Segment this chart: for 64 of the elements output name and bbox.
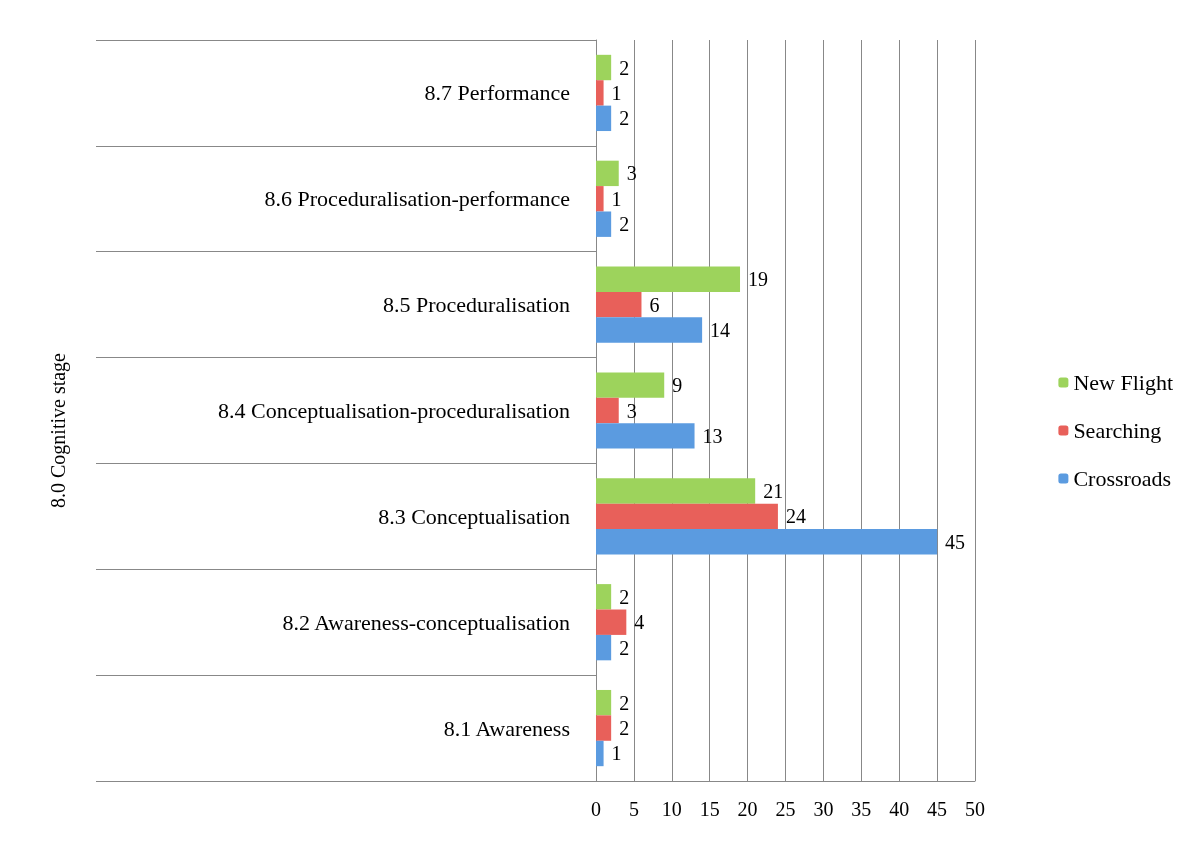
y-tick-label: 8.4 Conceptualisation-proceduralisation	[218, 398, 570, 423]
bar	[596, 372, 665, 398]
y-tick-label: 8.5 Proceduralisation	[383, 292, 570, 318]
x-tick-label: 30	[813, 798, 834, 820]
data-label: 2	[619, 213, 630, 236]
bar	[596, 160, 619, 187]
bar	[596, 317, 703, 343]
x-tick-label: 50	[965, 798, 985, 820]
data-label: 2	[619, 717, 630, 740]
bar	[596, 54, 612, 81]
bar	[596, 740, 604, 767]
legend-label: Searching	[1073, 418, 1162, 443]
data-label: 21	[763, 479, 784, 502]
y-tick-label: 8.3 Conceptualisation	[378, 503, 570, 529]
data-label: 1	[611, 742, 622, 765]
y-tick-label: 8.2 Awareness-conceptualisation	[282, 609, 570, 635]
bar	[596, 266, 741, 292]
x-tick-label: 10	[661, 798, 682, 820]
data-label: 45	[945, 530, 966, 553]
data-label: 13	[702, 424, 723, 447]
y-tick-label: 8.7 Performance	[424, 80, 570, 106]
x-tick-label: 25	[775, 798, 796, 820]
bar	[596, 291, 642, 318]
x-tick-label: 20	[737, 798, 758, 820]
bar	[596, 211, 612, 237]
bar	[596, 634, 612, 661]
legend-label: New Flight	[1073, 370, 1174, 395]
x-tick-label: 40	[889, 798, 910, 820]
data-label: 2	[619, 107, 630, 130]
x-tick-label: 45	[927, 798, 948, 820]
y-tick-label: 8.6 Proceduralisation-performance	[264, 186, 570, 212]
bar	[596, 186, 604, 212]
bar	[596, 478, 756, 504]
x-tick-label: 35	[851, 798, 872, 820]
data-label: 24	[785, 505, 806, 528]
data-label: 19	[748, 268, 769, 291]
bar	[596, 529, 938, 555]
x-tick-label: 0	[591, 798, 601, 820]
x-tick-label: 15	[699, 798, 720, 820]
data-label: 6	[649, 293, 660, 316]
bar	[596, 689, 612, 716]
bar	[596, 423, 695, 449]
bar	[596, 609, 627, 635]
data-label: 4	[634, 611, 645, 634]
bar	[596, 715, 612, 741]
text: 8.0 Cognitive stage	[47, 352, 70, 508]
x-tick-label: 5	[628, 798, 639, 820]
data-label: 2	[619, 585, 630, 608]
bar	[596, 80, 604, 106]
data-label: 2	[619, 56, 630, 79]
data-label: 2	[619, 636, 630, 659]
data-label: 2	[619, 691, 630, 714]
data-label: 3	[626, 399, 637, 422]
data-label: 3	[626, 162, 637, 185]
y-tick-label: 8.1 Awareness	[443, 715, 570, 741]
bar	[596, 397, 619, 424]
data-label: 9	[672, 374, 683, 397]
bar	[596, 503, 778, 530]
data-label: 1	[611, 187, 622, 210]
legend-label: Crossroads	[1073, 466, 1172, 491]
data-label: 1	[611, 81, 622, 104]
data-label: 14	[710, 319, 731, 342]
bar	[596, 584, 612, 610]
bar	[596, 105, 612, 132]
